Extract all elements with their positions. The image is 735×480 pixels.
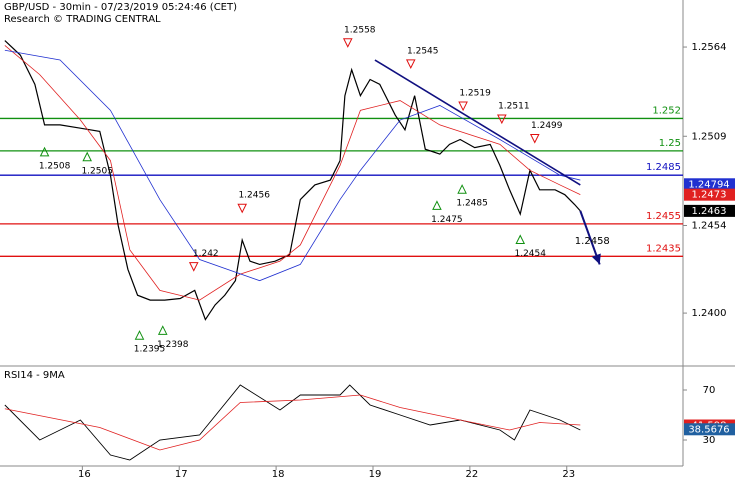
forecast-label: 1.2458 [575,236,610,247]
level-label: 1.252 [652,105,681,116]
chart-subtitle: Research © TRADING CENTRAL [4,14,161,25]
axis-tag-label: 38.5676 [688,424,729,435]
high-label: 1.2511 [498,102,530,112]
low-label: 1.2475 [431,215,463,225]
price-line [4,394,581,451]
x-tick-label: 23 [562,469,575,480]
forecast-arrowhead [591,253,601,265]
high-marker [405,59,416,69]
price-line [4,40,581,321]
high-marker [458,101,468,112]
x-tick-label: 16 [78,469,91,480]
high-marker [529,133,540,144]
y-tick-label: 1.2454 [692,220,727,231]
y-tick-label: 1.2509 [692,131,727,142]
axis-tag-label: 1.2473 [692,190,727,201]
low-marker [432,200,442,210]
high-label: 1.2456 [238,191,270,201]
x-tick-label: 19 [369,469,382,480]
price-line [4,384,581,461]
level-label: 1.2435 [646,243,681,254]
high-label: 1.242 [193,249,219,259]
high-label: 1.2499 [531,121,563,131]
high-marker [237,203,248,214]
high-label: 1.2519 [459,89,491,99]
level-label: 1.25 [659,138,681,149]
low-label: 1.2505 [81,166,113,176]
low-label: 1.2508 [39,161,71,171]
low-marker [457,184,467,194]
x-tick-label: 17 [175,469,188,480]
axis-tag [684,423,735,436]
axis-tag [684,188,735,201]
price-line [4,45,581,301]
level-label: 1.2485 [646,162,681,173]
axis-tag-label: 1.24794 [688,179,729,190]
axis-tag-label: 1.2463 [692,206,727,217]
rsi-title: RSI14 - 9MA [4,370,65,381]
low-marker [134,330,145,340]
low-marker [515,234,526,244]
high-marker [188,262,199,272]
high-marker [497,114,507,125]
chart-title: GBP/USD - 30min - 07/23/2019 05:24:46 (C… [4,2,237,13]
axis-tag [684,204,735,217]
low-marker [82,151,93,162]
low-marker [39,146,50,157]
high-marker [342,38,353,48]
y-tick-label: 1.2400 [692,308,727,319]
high-label: 1.2558 [344,25,376,35]
x-tick-label: 22 [465,469,478,480]
y-tick-label: 1.2564 [692,42,727,53]
low-label: 1.2485 [456,199,488,209]
level-label: 1.2455 [646,211,681,222]
high-label: 1.2545 [407,46,439,56]
low-label: 1.2398 [157,340,189,350]
y-tick-label: 30 [703,435,716,446]
low-marker [157,325,168,335]
low-label: 1.2395 [134,345,166,355]
y-tick-label: 70 [703,385,716,396]
x-tick-label: 18 [272,469,285,480]
low-label: 1.2454 [514,249,546,259]
trendline [374,59,581,186]
price-line [4,49,581,282]
axis-tag [684,178,735,191]
